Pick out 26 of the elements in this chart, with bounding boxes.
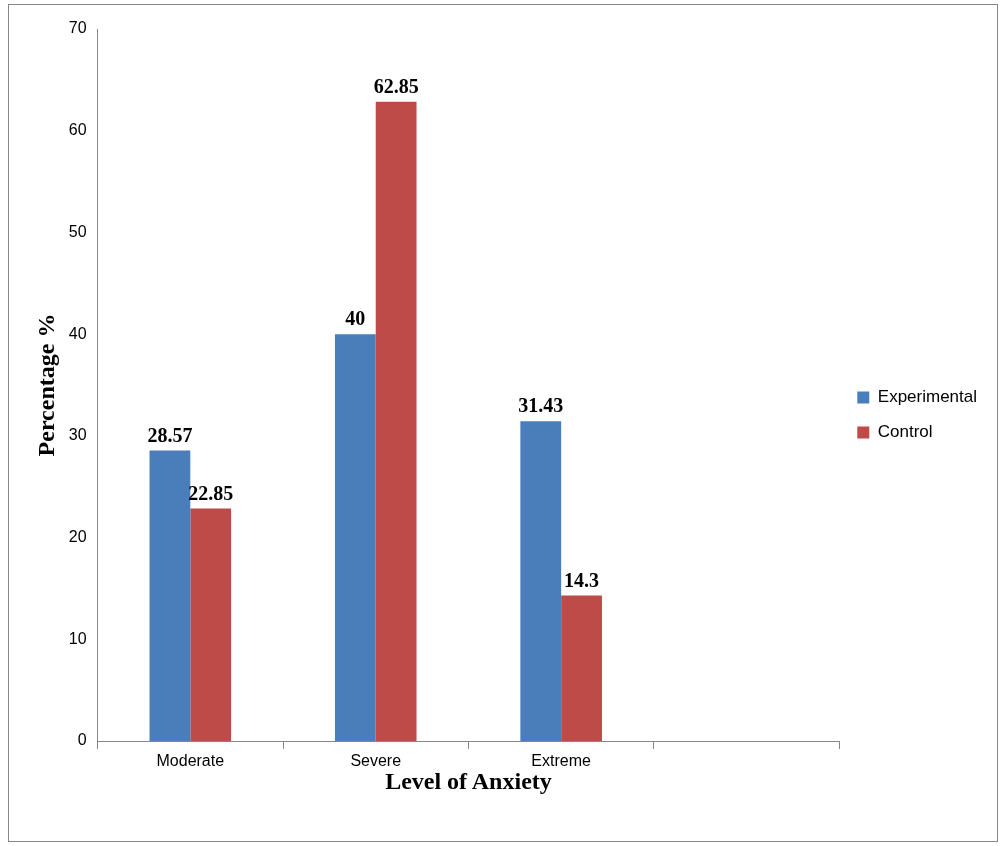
y-tick-label: 50 xyxy=(68,222,87,240)
y-axis-title: Percentage % xyxy=(32,313,59,457)
x-tick-label: Severe xyxy=(350,752,402,770)
y-tick-label: 30 xyxy=(68,426,87,444)
bar xyxy=(149,450,191,741)
data-label: 62.85 xyxy=(373,74,419,97)
data-label: 28.57 xyxy=(147,423,193,446)
data-label: 40 xyxy=(345,307,366,330)
data-label: 14.3 xyxy=(564,568,600,591)
bar xyxy=(190,508,232,741)
data-label: 31.43 xyxy=(518,394,564,417)
legend-label: Control xyxy=(877,422,933,442)
x-axis-title: Level of Anxiety xyxy=(385,767,552,794)
bar xyxy=(520,421,562,741)
y-tick-label: 10 xyxy=(68,629,87,647)
y-tick-label: 70 xyxy=(68,19,87,37)
y-tick-label: 60 xyxy=(68,121,87,139)
bar xyxy=(561,595,602,741)
bar xyxy=(334,334,376,741)
y-tick-label: 20 xyxy=(68,527,87,545)
legend-label: Experimental xyxy=(877,387,978,407)
y-tick-label: 0 xyxy=(77,731,87,749)
x-tick-label: Extreme xyxy=(531,752,592,770)
y-tick-label: 40 xyxy=(68,324,87,342)
x-tick-label: Moderate xyxy=(156,752,225,770)
bar xyxy=(375,101,417,741)
